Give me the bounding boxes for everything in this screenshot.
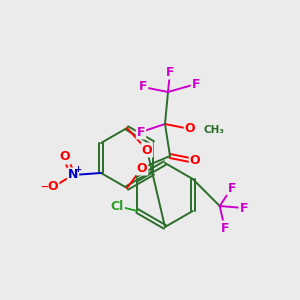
Text: CH₃: CH₃ [204, 125, 225, 135]
Text: Cl: Cl [111, 200, 124, 212]
Text: +: + [74, 166, 82, 175]
Text: F: F [137, 125, 145, 139]
Text: O: O [142, 143, 152, 157]
Text: F: F [166, 65, 174, 79]
Text: F: F [227, 182, 236, 194]
Text: N: N [68, 169, 78, 182]
Text: F: F [192, 77, 200, 91]
Text: O: O [190, 154, 200, 167]
Text: F: F [220, 221, 229, 235]
Text: F: F [239, 202, 248, 214]
Text: F: F [139, 80, 147, 94]
Text: O: O [137, 161, 147, 175]
Text: O: O [185, 122, 195, 136]
Text: −: − [41, 182, 49, 192]
Text: O: O [60, 151, 70, 164]
Text: O: O [48, 181, 58, 194]
